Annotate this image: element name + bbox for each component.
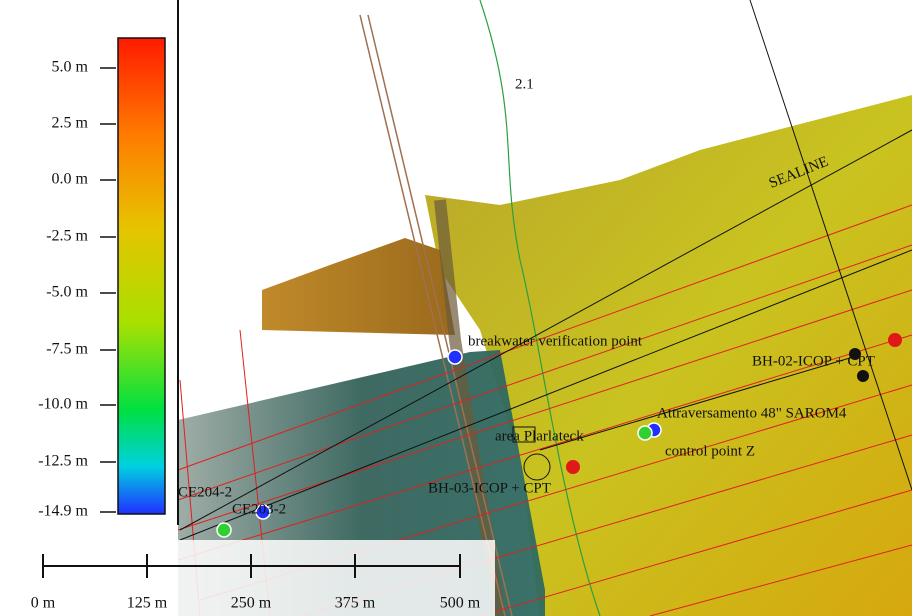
colorbar-label: 5.0 m	[52, 59, 89, 76]
points	[216, 333, 902, 538]
scale-label: 250 m	[231, 595, 272, 612]
colorbar-panel	[0, 0, 179, 525]
colorbar-label: -5.0 m	[46, 284, 88, 301]
colorbar-label: 2.5 m	[52, 115, 89, 132]
map-label: Attraversamento 48" SAROM4	[657, 405, 847, 421]
colorbar-label: -12.5 m	[38, 453, 88, 470]
scale-label: 0 m	[31, 595, 56, 612]
map-label: BH-03-ICOP + CPT	[428, 480, 551, 496]
map-label: CE204-2	[178, 484, 232, 500]
map-label: CE203-2	[232, 501, 286, 517]
scale-label: 375 m	[335, 595, 376, 612]
colorbar-label: -2.5 m	[46, 228, 88, 245]
scale-label: 125 m	[127, 595, 168, 612]
scale-label: 500 m	[440, 595, 481, 612]
map-label: BH-02-ICOP + CPT	[752, 353, 875, 369]
terrain	[178, 0, 912, 616]
colorbar-label: -7.5 m	[46, 341, 88, 358]
colorbar-label: 0.0 m	[52, 171, 89, 188]
map-label: area Plarlateck	[495, 428, 584, 444]
map-label: control point Z	[665, 443, 755, 459]
map-label: breakwater verification point	[468, 333, 643, 349]
colorbar-label: -10.0 m	[38, 396, 88, 413]
alignments	[179, 0, 912, 541]
colorbar-label: -14.9 m	[38, 503, 88, 520]
map-label: 2.1	[515, 76, 534, 92]
